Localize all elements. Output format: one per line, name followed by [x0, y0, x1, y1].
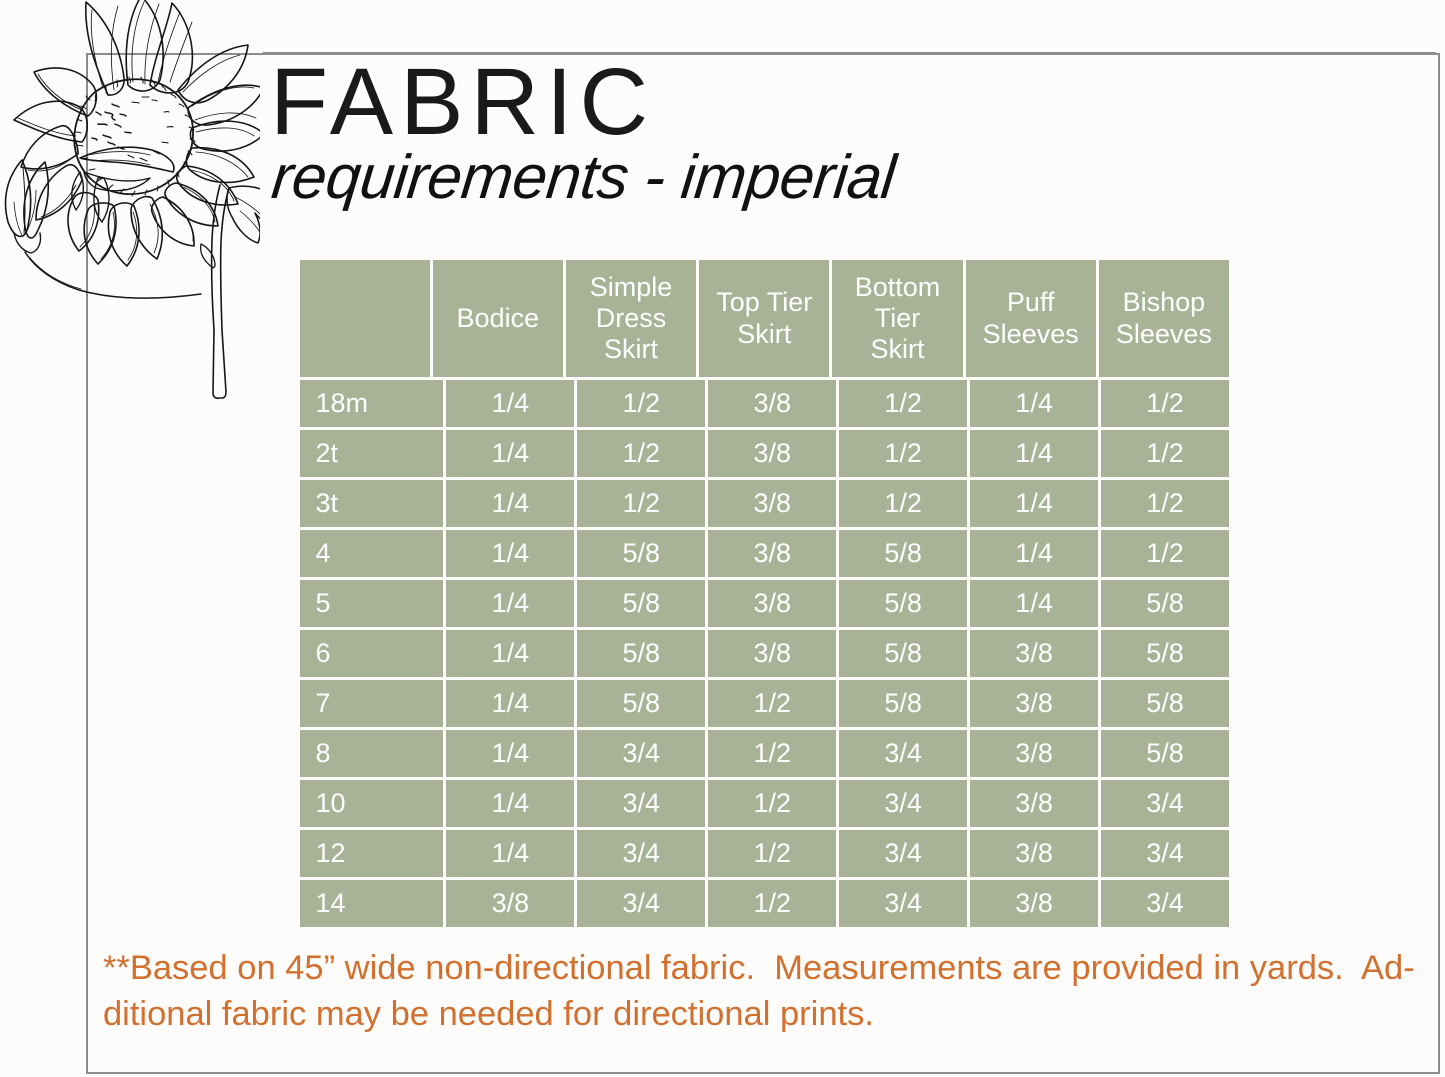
svg-text:FABRIC: FABRIC — [270, 49, 655, 155]
